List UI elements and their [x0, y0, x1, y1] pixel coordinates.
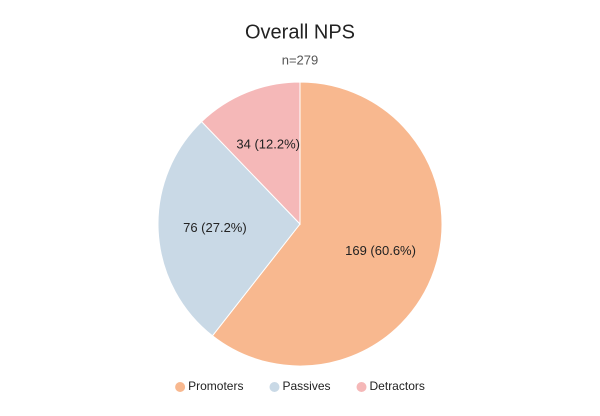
legend-label: Passives: [282, 379, 330, 393]
pie-slice: [200, 81, 301, 226]
data-label: 76 (27.2%): [183, 220, 247, 235]
data-label: 34 (12.2%): [236, 136, 300, 151]
pie-slice: [211, 81, 443, 367]
legend: Promoters Passives Detractors: [175, 379, 425, 393]
legend-marker: [356, 382, 367, 392]
chart-title: Overall NPS: [245, 21, 355, 43]
legend-marker: [269, 382, 280, 392]
legend-label: Detractors: [370, 379, 425, 393]
legend-label: Promoters: [188, 379, 243, 393]
chart-subtitle: n=279: [282, 52, 319, 67]
pie-slice: [157, 120, 301, 337]
legend-marker: [175, 382, 186, 392]
data-label: 169 (60.6%): [345, 243, 416, 258]
